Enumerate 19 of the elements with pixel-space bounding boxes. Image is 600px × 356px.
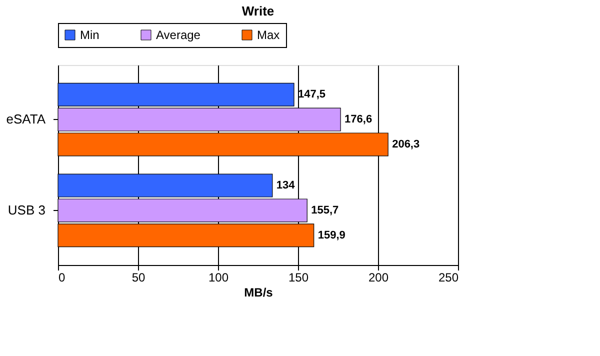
x-tick-label: 0 — [58, 270, 66, 284]
x-tick-label: 100 — [208, 270, 229, 284]
y-tick-label: eSATA — [6, 112, 46, 127]
x-tick-label: 150 — [288, 270, 309, 284]
data-label: 159,9 — [318, 229, 346, 242]
data-label: 176,6 — [344, 114, 372, 126]
x-tick-label: 250 — [438, 270, 459, 284]
data-label: 134 — [276, 180, 296, 192]
legend-label: Average — [156, 28, 201, 42]
data-label: 206,3 — [392, 138, 420, 150]
y-tick-label: USB 3 — [8, 202, 46, 218]
legend-label: Min — [80, 28, 100, 42]
x-axis-title: MB/s — [244, 286, 274, 300]
data-label: 155,7 — [311, 204, 339, 216]
x-tick-label: 50 — [132, 270, 146, 284]
chart-title: Write — [242, 4, 274, 18]
legend-label: Max — [257, 28, 280, 42]
x-tick-label: 200 — [368, 270, 389, 284]
data-label: 147,5 — [298, 88, 326, 101]
